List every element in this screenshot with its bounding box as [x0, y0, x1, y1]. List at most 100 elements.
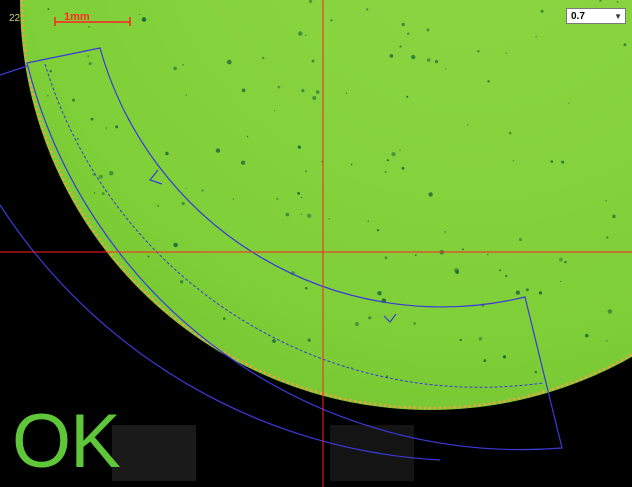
defect-speck	[534, 370, 538, 374]
defect-speck	[350, 163, 353, 166]
defect-speck	[246, 135, 249, 138]
defect-speck	[301, 89, 305, 93]
defect-speck	[47, 94, 49, 97]
defect-speck	[487, 80, 490, 83]
defect-speck	[182, 64, 185, 66]
defect-speck	[227, 59, 232, 65]
defect-speck	[274, 110, 276, 112]
defect-speck	[399, 45, 402, 48]
defect-speck	[72, 98, 75, 102]
defect-speck	[201, 189, 204, 192]
defect-speck	[316, 90, 320, 94]
defect-speck	[232, 198, 235, 200]
defect-speck	[105, 127, 108, 129]
defect-speck	[584, 333, 589, 338]
defect-speck	[181, 201, 185, 206]
scale-bar-label: 1mm	[64, 11, 90, 23]
defect-speck	[76, 137, 79, 140]
defect-speck	[623, 43, 627, 47]
defect-speck	[354, 321, 359, 327]
defect-speck	[525, 288, 529, 292]
defect-speck	[109, 170, 114, 176]
defect-speck	[518, 238, 523, 242]
inner-dashed-arc	[44, 63, 544, 388]
defect-speck	[240, 160, 246, 165]
noise-patch-right	[330, 425, 414, 481]
defect-speck	[386, 159, 389, 162]
defect-speck	[305, 34, 307, 36]
defect-speck	[477, 50, 480, 53]
defect-speck	[486, 253, 489, 256]
defect-speck	[98, 174, 103, 179]
defect-speck	[311, 59, 315, 63]
defect-speck	[434, 60, 439, 64]
defect-speck	[321, 161, 323, 163]
specimen-defects	[47, 0, 627, 378]
defect-speck	[262, 56, 265, 60]
defect-speck	[606, 236, 609, 239]
defect-speck	[401, 166, 405, 170]
defect-speck	[87, 55, 90, 57]
defect-speck	[561, 160, 565, 164]
defect-speck	[550, 160, 554, 163]
defect-speck	[428, 192, 433, 197]
specimen-disc	[20, 0, 632, 410]
defect-speck	[502, 355, 507, 359]
defect-speck	[156, 204, 160, 207]
defect-speck	[346, 92, 348, 94]
defect-speck	[444, 68, 447, 70]
defect-speck	[413, 322, 417, 325]
defect-speck	[330, 19, 333, 22]
defect-speck	[426, 58, 431, 62]
defect-speck	[454, 268, 459, 273]
defect-speck	[185, 187, 187, 189]
defect-speck	[389, 54, 394, 58]
defect-speck	[241, 88, 246, 93]
defect-speck	[505, 52, 508, 55]
defect-speck	[568, 102, 570, 104]
defect-speck	[367, 220, 370, 222]
defect-speck	[499, 269, 502, 272]
defect-speck	[368, 316, 372, 320]
defect-speck	[605, 199, 607, 202]
defect-speck	[350, 367, 353, 369]
defect-speck	[538, 291, 543, 295]
zoom-select[interactable]: 0.7 ▼	[566, 8, 626, 24]
defect-speck	[386, 375, 389, 378]
defect-speck	[461, 248, 465, 251]
inspection-band	[26, 47, 563, 451]
defect-speck	[599, 0, 602, 2]
defect-speck	[173, 66, 177, 71]
defect-speck	[49, 70, 52, 73]
defect-speck	[505, 274, 508, 278]
scale-bar	[54, 17, 131, 26]
defect-speck	[138, 13, 141, 16]
defect-speck	[399, 149, 401, 151]
direction-arrow-upper	[148, 169, 163, 185]
defect-speck	[93, 192, 96, 194]
defect-speck	[467, 124, 469, 126]
defect-speck	[607, 309, 613, 314]
defect-speck	[307, 213, 312, 218]
defect-speck	[300, 213, 302, 215]
defect-speck	[483, 359, 487, 362]
defect-speck	[414, 254, 417, 257]
defect-speck	[426, 28, 430, 32]
defect-speck	[141, 17, 147, 22]
zoom-value: 0.7	[571, 10, 585, 22]
defect-speck	[222, 317, 226, 320]
defect-speck	[312, 96, 317, 100]
defect-speck	[173, 242, 178, 248]
defect-speck	[406, 32, 410, 35]
defect-speck	[165, 151, 169, 156]
defect-speck	[559, 257, 563, 262]
defect-speck	[88, 62, 92, 66]
defect-speck	[559, 280, 562, 283]
defect-speck	[272, 339, 276, 343]
defect-speck	[88, 25, 90, 28]
defect-speck	[616, 1, 619, 3]
defect-speck	[535, 35, 537, 38]
frame-counter: 22	[9, 13, 21, 24]
